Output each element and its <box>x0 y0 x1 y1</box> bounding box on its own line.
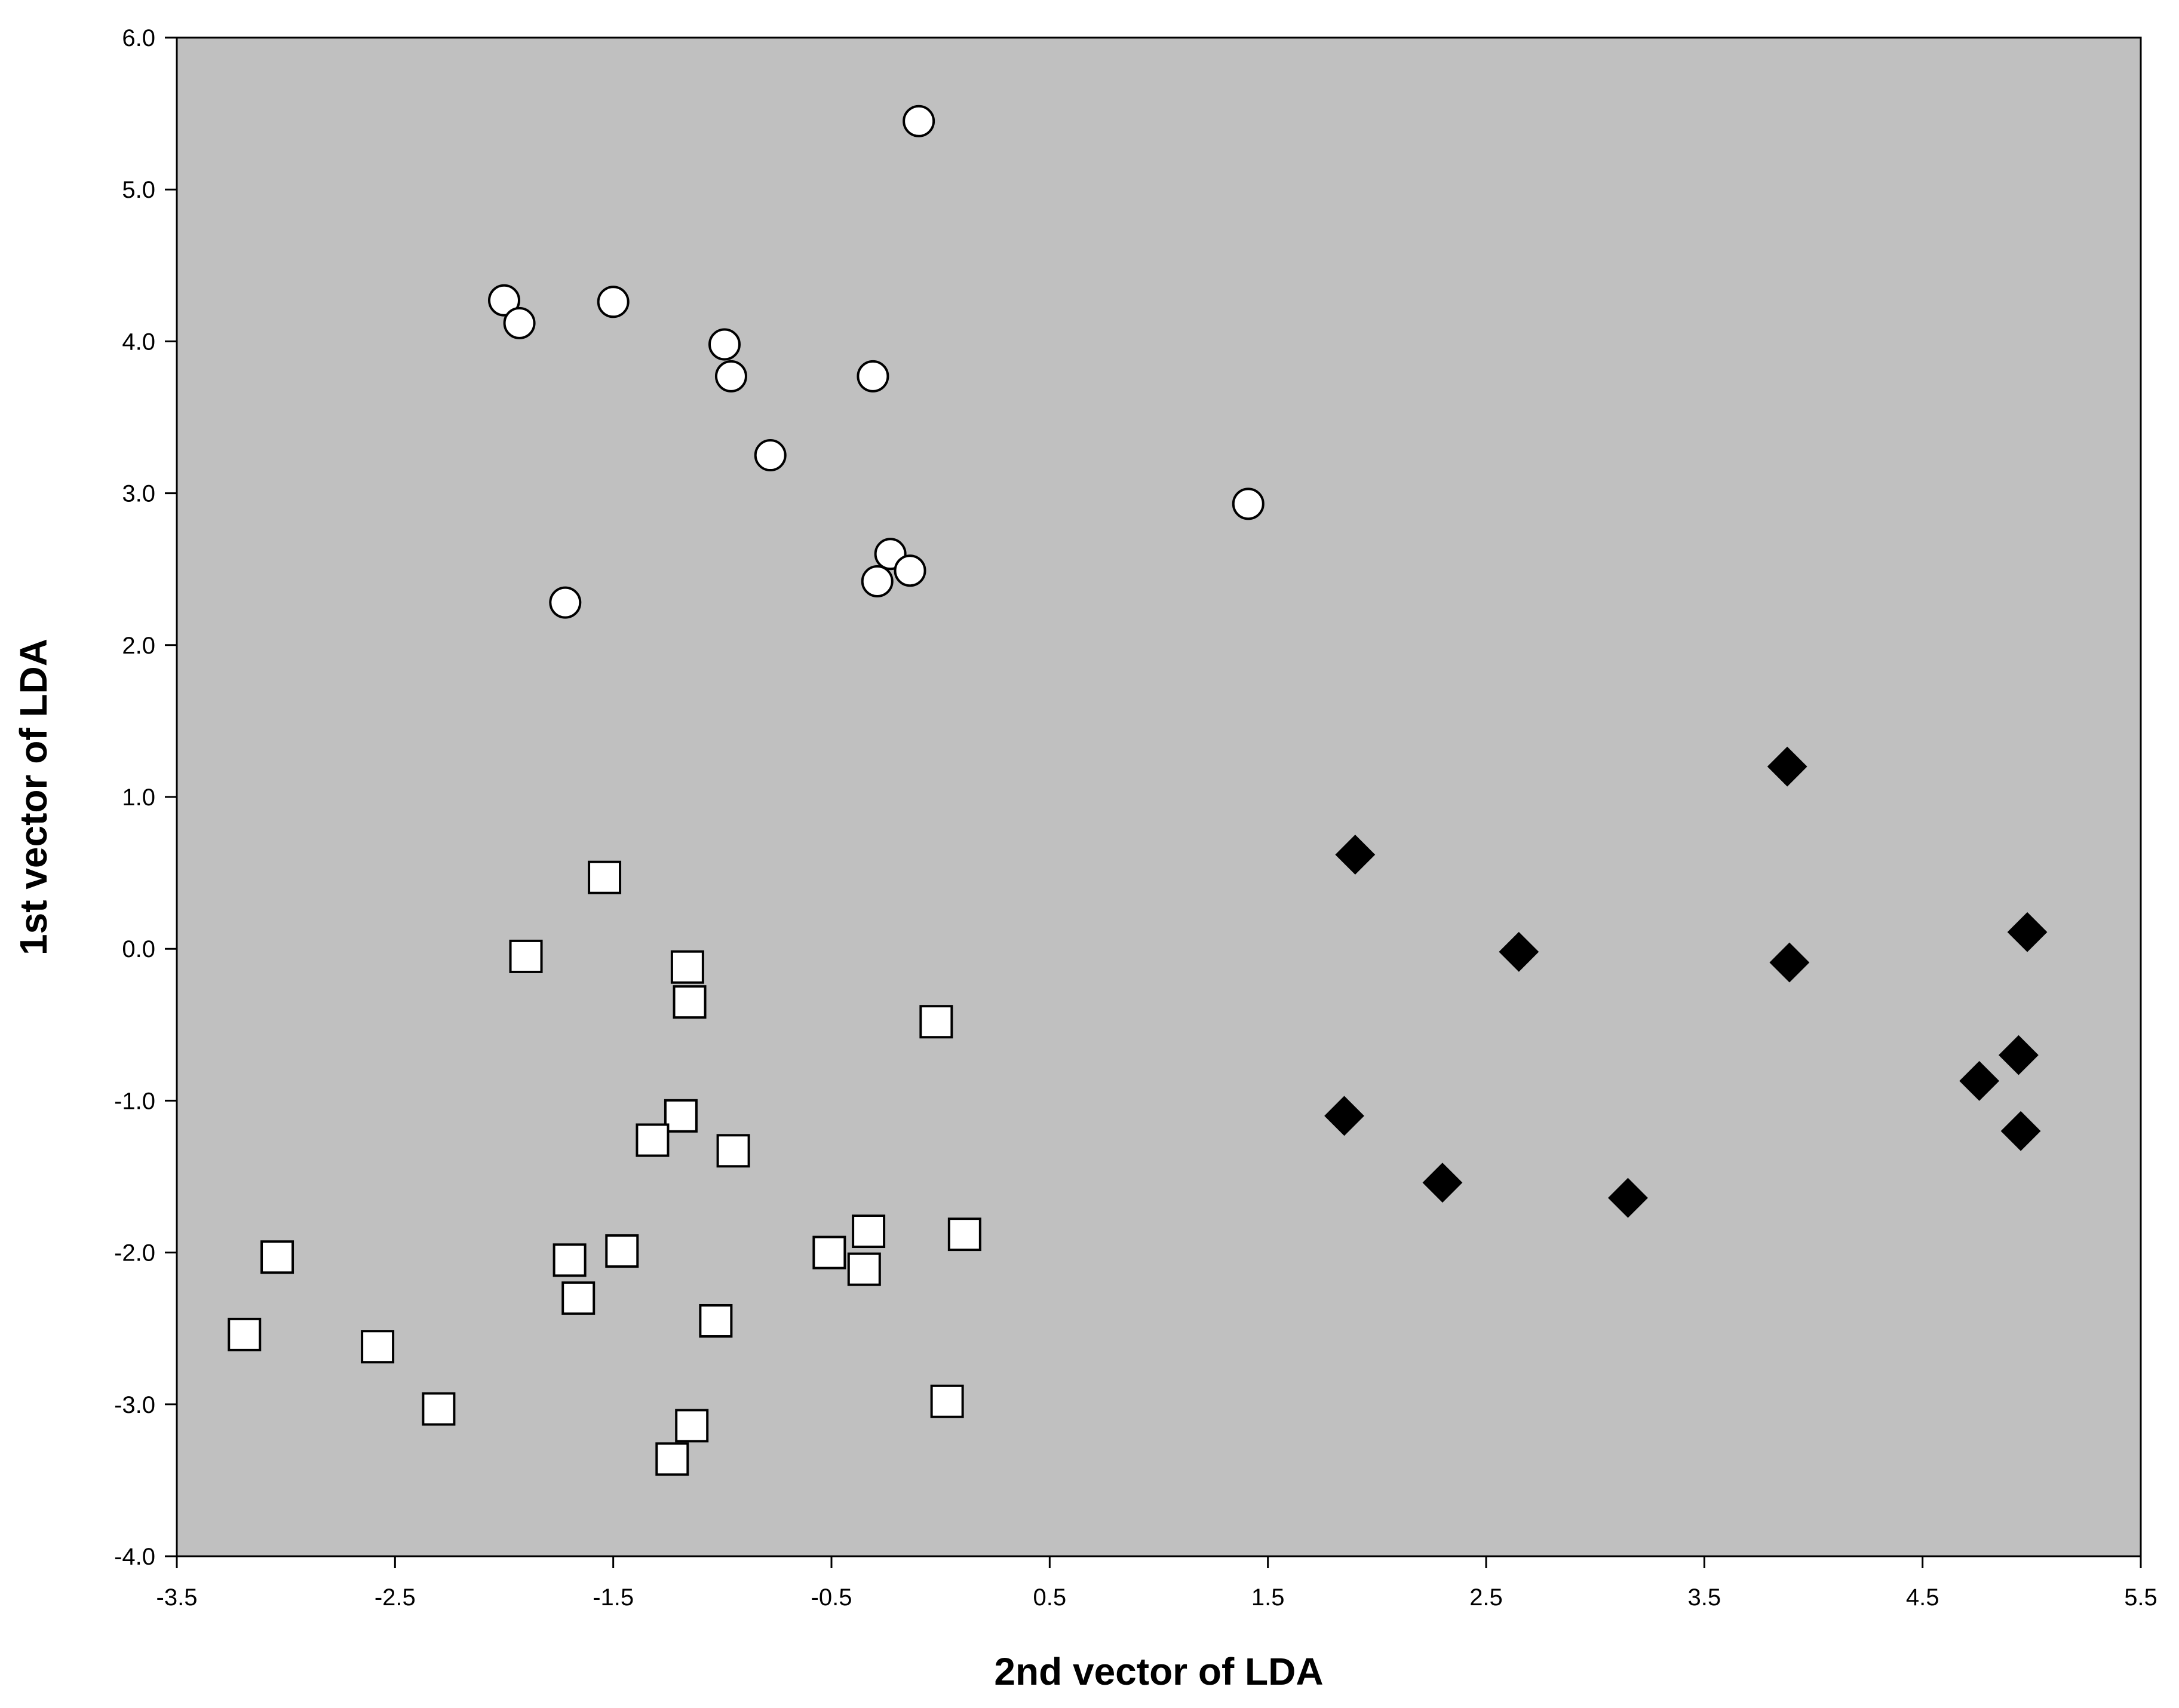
square-point <box>588 860 622 894</box>
x-tick-label: -1.5 <box>593 1584 634 1611</box>
diamond-point <box>1959 1060 2000 1101</box>
y-axis-ticks: -4.0 -3.0 -2.0 -1.0 0.0 1.0 2.0 3.0 4.0 5.0 6.0 <box>114 25 177 1570</box>
y-tick-label: 0.0 <box>122 936 155 962</box>
diamond-point <box>1769 942 1810 983</box>
y-tick-label: -2.0 <box>114 1240 155 1267</box>
square-point <box>699 1304 733 1338</box>
y-tick-label: -1.0 <box>114 1088 155 1114</box>
diamond-point <box>2000 1111 2041 1151</box>
diamond-point <box>1767 746 1807 787</box>
y-tick-label: 5.0 <box>122 177 155 203</box>
x-tick-label: 0.5 <box>1033 1584 1067 1611</box>
square-point <box>422 1392 456 1426</box>
square-point <box>812 1235 846 1269</box>
square-point <box>605 1234 639 1268</box>
square-point <box>655 1442 689 1476</box>
square-point <box>664 1099 698 1133</box>
circle-point <box>597 286 630 318</box>
y-tick-label: 4.0 <box>122 329 155 355</box>
x-tick-label: -3.5 <box>156 1584 198 1611</box>
diamond-point <box>2007 912 2048 952</box>
circle-point <box>894 554 926 587</box>
diamond-point <box>1998 1035 2039 1075</box>
x-tick-label: 1.5 <box>1251 1584 1285 1611</box>
square-point <box>675 1409 709 1443</box>
square-point <box>361 1330 395 1364</box>
y-tick-label: 2.0 <box>122 633 155 659</box>
diamond-point <box>1608 1177 1648 1218</box>
x-tick-label: 4.5 <box>1906 1584 1939 1611</box>
square-point <box>260 1240 294 1274</box>
series-circle-markers <box>488 105 1265 619</box>
square-point <box>670 950 704 984</box>
circle-point <box>503 306 536 339</box>
circle-point <box>714 360 747 392</box>
x-axis-title: 2nd vector of LDA <box>994 1650 1323 1693</box>
circle-point <box>549 586 582 619</box>
x-tick-label: -2.5 <box>375 1584 416 1611</box>
circle-point <box>1232 487 1265 520</box>
square-point <box>673 985 707 1019</box>
square-point <box>716 1134 750 1168</box>
y-tick-label: 1.0 <box>122 784 155 811</box>
y-tick-label: 6.0 <box>122 25 155 51</box>
x-axis-ticks: -3.5 -2.5 -1.5 -0.5 0.5 1.5 2.5 3.5 4.5 5.5 <box>156 1556 2157 1611</box>
x-tick-label: 2.5 <box>1469 1584 1503 1611</box>
series-diamond-markers <box>1324 746 2048 1218</box>
diamond-point <box>1422 1163 1463 1203</box>
circle-point <box>708 328 741 361</box>
square-point <box>228 1317 262 1351</box>
y-tick-label: -4.0 <box>114 1544 155 1570</box>
square-point <box>852 1215 886 1249</box>
circle-point <box>754 439 787 472</box>
circle-point <box>861 565 894 598</box>
square-point <box>636 1123 670 1157</box>
y-axis-title: 1st vector of LDA <box>12 639 55 955</box>
square-point <box>561 1281 596 1315</box>
square-point <box>919 1005 953 1039</box>
x-tick-label: 5.5 <box>2124 1584 2157 1611</box>
y-tick-label: -3.0 <box>114 1392 155 1418</box>
diamond-point <box>1499 931 1539 972</box>
diamond-point <box>1335 835 1376 875</box>
circle-point <box>857 360 889 392</box>
circle-point <box>488 284 520 317</box>
plot-area <box>176 36 2142 1557</box>
square-point <box>553 1243 587 1277</box>
square-point <box>930 1384 964 1418</box>
y-tick-label: 3.0 <box>122 481 155 507</box>
square-point <box>947 1218 981 1252</box>
x-tick-label: 3.5 <box>1688 1584 1721 1611</box>
diamond-point <box>1324 1096 1364 1136</box>
x-tick-label: -0.5 <box>811 1584 852 1611</box>
series-square-markers <box>228 860 981 1476</box>
circle-point <box>903 105 935 137</box>
square-point <box>509 939 543 973</box>
square-point <box>847 1252 881 1286</box>
data-points <box>228 105 2048 1476</box>
